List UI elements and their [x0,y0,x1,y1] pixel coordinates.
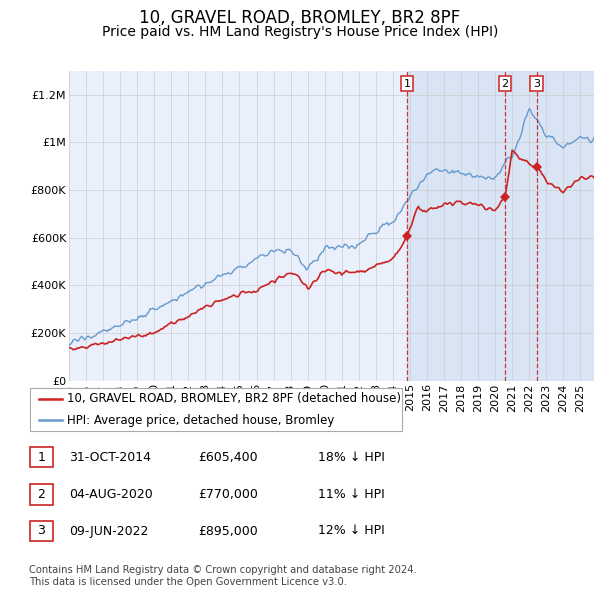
Text: 2: 2 [37,488,46,501]
Text: Price paid vs. HM Land Registry's House Price Index (HPI): Price paid vs. HM Land Registry's House … [102,25,498,39]
Text: £895,000: £895,000 [198,525,258,537]
Text: £605,400: £605,400 [198,451,257,464]
Text: HPI: Average price, detached house, Bromley: HPI: Average price, detached house, Brom… [67,414,335,427]
Text: 31-OCT-2014: 31-OCT-2014 [69,451,151,464]
Text: 10, GRAVEL ROAD, BROMLEY, BR2 8PF: 10, GRAVEL ROAD, BROMLEY, BR2 8PF [139,9,461,27]
Text: 3: 3 [37,525,46,537]
Text: 2: 2 [502,78,509,88]
FancyBboxPatch shape [30,447,53,467]
Text: 1: 1 [404,78,410,88]
Text: 09-JUN-2022: 09-JUN-2022 [69,525,148,537]
Text: £770,000: £770,000 [198,488,258,501]
FancyBboxPatch shape [30,388,402,431]
Bar [407,71,594,381]
Text: 11% ↓ HPI: 11% ↓ HPI [318,488,385,501]
FancyBboxPatch shape [30,484,53,504]
FancyBboxPatch shape [30,521,53,541]
Text: 1: 1 [37,451,46,464]
Text: 04-AUG-2020: 04-AUG-2020 [69,488,153,501]
Text: 18% ↓ HPI: 18% ↓ HPI [318,451,385,464]
Text: 10, GRAVEL ROAD, BROMLEY, BR2 8PF (detached house): 10, GRAVEL ROAD, BROMLEY, BR2 8PF (detac… [67,392,401,405]
Text: 12% ↓ HPI: 12% ↓ HPI [318,525,385,537]
Text: Contains HM Land Registry data © Crown copyright and database right 2024.
This d: Contains HM Land Registry data © Crown c… [29,565,416,587]
Text: 3: 3 [533,78,540,88]
